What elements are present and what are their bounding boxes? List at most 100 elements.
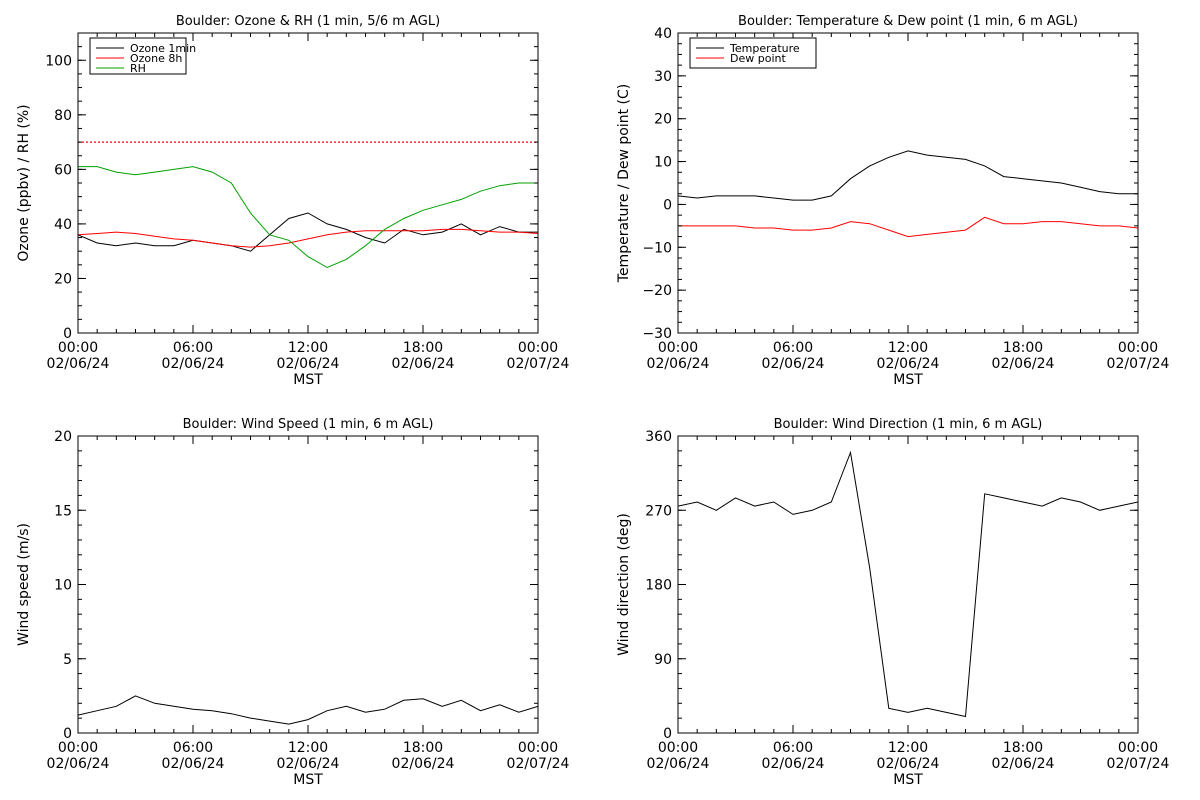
plot-frame	[677, 32, 1139, 334]
x-axis-label: MST	[293, 372, 323, 388]
x-tick-date: 02/06/24	[647, 356, 710, 372]
y-axis-label: Wind speed (m/s)	[16, 523, 32, 646]
x-tick-date: 02/06/24	[162, 756, 225, 772]
x-tick-date: 02/07/24	[507, 756, 570, 772]
series-line-dew-point	[678, 216, 1138, 238]
y-tick-label: 0	[663, 726, 672, 742]
x-tick-date: 02/06/24	[47, 356, 110, 372]
y-tick-label: 100	[45, 53, 72, 69]
y-tick-label: −20	[642, 283, 672, 299]
y-tick-label: 5	[63, 652, 72, 668]
x-axis-label: MST	[893, 372, 923, 388]
x-tick-date: 02/06/24	[647, 756, 710, 772]
x-tick-date: 02/06/24	[992, 756, 1055, 772]
y-tick-label: 0	[663, 197, 672, 213]
x-tick-date: 02/07/24	[1107, 356, 1170, 372]
y-tick-label: 60	[54, 162, 72, 178]
legend-label: Ozone 8h	[130, 52, 182, 65]
series-line-ozone-8h	[78, 228, 538, 248]
x-tick-time: 00:00	[518, 340, 558, 356]
legend-label: Dew point	[730, 52, 786, 65]
chart-title: Boulder: Wind Speed (1 min, 6 m AGL)	[183, 417, 434, 432]
series-line-main	[678, 450, 1138, 718]
x-tick-time: 12:00	[888, 340, 928, 356]
x-tick-date: 02/06/24	[277, 756, 340, 772]
chart-title: Boulder: Ozone & RH (1 min, 5/6 m AGL)	[176, 14, 440, 29]
x-tick-time: 18:00	[403, 340, 443, 356]
x-tick-date: 02/06/24	[277, 356, 340, 372]
y-tick-label: 10	[654, 155, 672, 171]
y-axis-label: Ozone (ppbv) / RH (%)	[16, 104, 32, 261]
x-tick-date: 02/07/24	[1107, 756, 1170, 772]
legend-label: RH	[130, 62, 146, 75]
series-line-main	[78, 695, 538, 725]
x-tick-time: 00:00	[58, 340, 98, 356]
y-tick-label: 30	[654, 69, 672, 85]
x-axis-label: MST	[293, 772, 323, 788]
x-tick-time: 00:00	[58, 740, 98, 756]
chart-title: Boulder: Temperature & Dew point (1 min,…	[738, 14, 1078, 29]
series-line-rh	[78, 166, 538, 269]
x-tick-time: 00:00	[518, 740, 558, 756]
x-tick-time: 12:00	[288, 340, 328, 356]
x-tick-date: 02/06/24	[392, 356, 455, 372]
legend-box	[89, 37, 187, 75]
x-tick-time: 00:00	[658, 740, 698, 756]
plot-frame	[77, 435, 539, 734]
legend-label: Temperature	[729, 42, 800, 55]
x-axis-label: MST	[893, 772, 923, 788]
y-tick-label: 90	[654, 652, 672, 668]
y-axis-label: Temperature / Dew point (C)	[616, 84, 632, 283]
y-tick-label: 10	[54, 578, 72, 594]
x-tick-date: 02/06/24	[877, 756, 940, 772]
x-tick-date: 02/06/24	[392, 756, 455, 772]
y-tick-label: 40	[54, 217, 72, 233]
y-tick-label: 20	[54, 271, 72, 287]
y-tick-label: 0	[63, 326, 72, 342]
x-tick-date: 02/06/24	[47, 756, 110, 772]
plot-frame	[677, 435, 1139, 734]
x-tick-time: 18:00	[403, 740, 443, 756]
x-tick-time: 00:00	[1118, 740, 1158, 756]
x-tick-date: 02/06/24	[762, 356, 825, 372]
x-tick-date: 02/06/24	[992, 356, 1055, 372]
x-tick-time: 00:00	[658, 340, 698, 356]
chart-panel-1: Boulder: Ozone & RH (1 min, 5/6 m AGL)02…	[16, 14, 570, 388]
chart-panel-4: Boulder: Wind Direction (1 min, 6 m AGL)…	[616, 417, 1170, 788]
chart-panel-2: Boulder: Temperature & Dew point (1 min,…	[616, 14, 1170, 388]
y-tick-label: 15	[54, 503, 72, 519]
x-tick-time: 18:00	[1003, 740, 1043, 756]
legend-box	[689, 37, 817, 69]
x-tick-time: 06:00	[773, 340, 813, 356]
y-tick-label: −30	[642, 326, 672, 342]
y-tick-label: 80	[54, 108, 72, 124]
x-tick-time: 06:00	[173, 340, 213, 356]
x-tick-date: 02/06/24	[162, 356, 225, 372]
y-tick-label: 20	[654, 112, 672, 128]
y-tick-label: 40	[654, 26, 672, 42]
y-tick-label: 270	[645, 503, 672, 519]
x-tick-time: 12:00	[888, 740, 928, 756]
x-tick-time: 06:00	[773, 740, 813, 756]
series-line-temperature	[678, 150, 1138, 201]
legend-label: Ozone 1min	[130, 42, 196, 55]
y-tick-label: 360	[645, 429, 672, 445]
plot-frame	[77, 32, 539, 334]
y-tick-label: 180	[645, 578, 672, 594]
series-line-ozone-1min	[78, 212, 538, 252]
chart-panel-3: Boulder: Wind Speed (1 min, 6 m AGL) 0 5 10…	[16, 417, 570, 788]
y-tick-label: 20	[54, 429, 72, 445]
x-tick-date: 02/06/24	[762, 756, 825, 772]
x-tick-time: 18:00	[1003, 340, 1043, 356]
x-tick-time: 12:00	[288, 740, 328, 756]
y-tick-label: −10	[642, 240, 672, 256]
x-tick-time: 00:00	[1118, 340, 1158, 356]
chart-title: Boulder: Wind Direction (1 min, 6 m AGL)	[774, 417, 1043, 432]
x-tick-date: 02/07/24	[507, 356, 570, 372]
x-tick-time: 06:00	[173, 740, 213, 756]
y-tick-label: 0	[63, 726, 72, 742]
y-axis-label: Wind direction (deg)	[616, 513, 632, 656]
